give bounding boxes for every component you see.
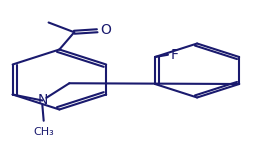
Text: O: O: [100, 23, 111, 37]
Text: N: N: [37, 93, 48, 108]
Text: F: F: [171, 48, 179, 62]
Text: CH₃: CH₃: [33, 127, 54, 137]
